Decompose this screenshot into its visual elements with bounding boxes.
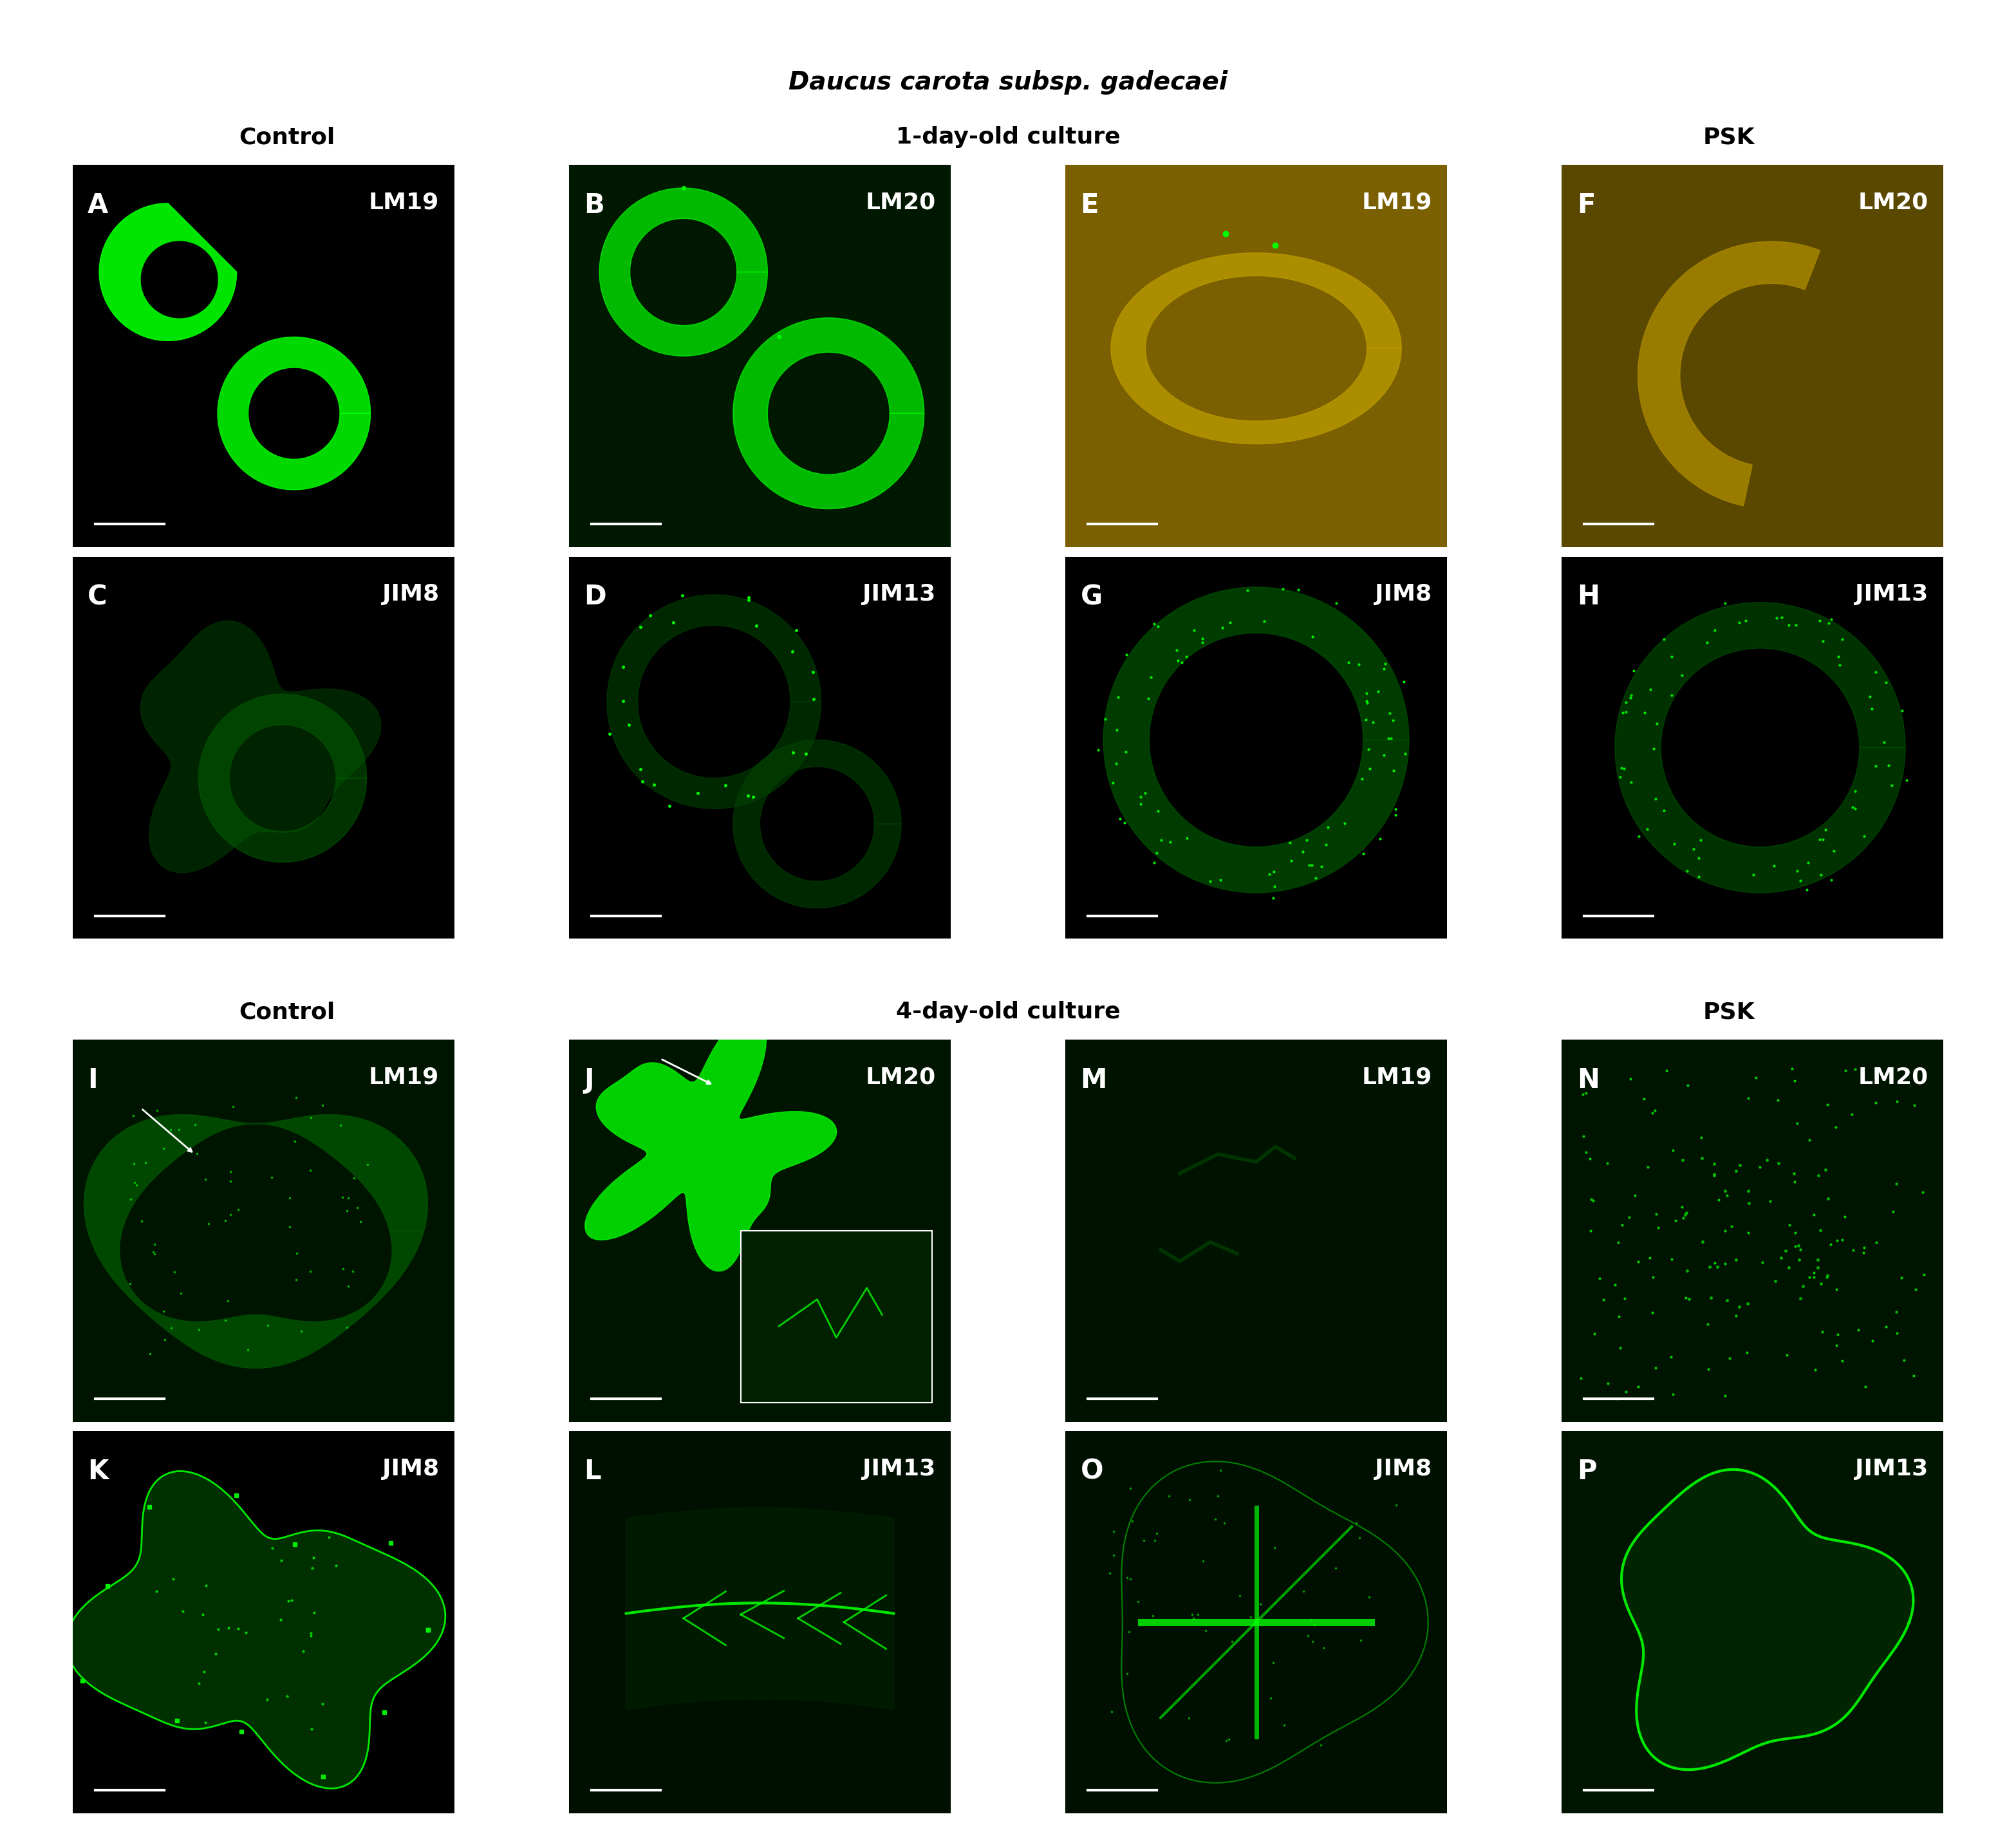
Polygon shape: [734, 318, 923, 508]
Text: M: M: [1081, 1066, 1107, 1094]
Polygon shape: [607, 595, 821, 808]
Text: Daucus carota subsp. gadecaei: Daucus carota subsp. gadecaei: [788, 70, 1228, 94]
Text: LM20: LM20: [865, 1066, 935, 1088]
Text: JIM13: JIM13: [863, 1458, 935, 1480]
Text: A: A: [89, 191, 109, 219]
Text: JIM13: JIM13: [863, 584, 935, 606]
Text: LM20: LM20: [865, 191, 935, 214]
Polygon shape: [1111, 252, 1401, 444]
Text: K: K: [89, 1458, 109, 1486]
Polygon shape: [1637, 241, 1820, 506]
Text: JIM8: JIM8: [1375, 1458, 1431, 1480]
Text: E: E: [1081, 191, 1099, 219]
Text: LM20: LM20: [1859, 191, 1927, 214]
Text: JIM13: JIM13: [1855, 1458, 1927, 1480]
Text: H: H: [1577, 584, 1599, 609]
Polygon shape: [1621, 1469, 1913, 1769]
Text: N: N: [1577, 1066, 1599, 1094]
Text: Control: Control: [238, 127, 335, 149]
Text: LM19: LM19: [369, 1066, 439, 1088]
Polygon shape: [85, 1114, 427, 1368]
Text: C: C: [89, 584, 107, 609]
Text: JIM13: JIM13: [1855, 584, 1927, 606]
Text: O: O: [1081, 1458, 1103, 1486]
Polygon shape: [198, 694, 367, 862]
Bar: [740, 1230, 931, 1403]
Text: JIM8: JIM8: [383, 584, 439, 606]
Text: Control: Control: [238, 1002, 335, 1024]
Text: D: D: [585, 584, 607, 609]
Text: 1-day-old culture: 1-day-old culture: [895, 127, 1121, 149]
Text: F: F: [1577, 191, 1595, 219]
Text: 4-day-old culture: 4-day-old culture: [895, 1002, 1121, 1024]
Text: JIM8: JIM8: [1375, 584, 1431, 606]
Text: B: B: [585, 191, 605, 219]
Text: L: L: [585, 1458, 601, 1486]
Text: LM19: LM19: [1361, 191, 1431, 214]
Polygon shape: [141, 241, 218, 318]
Polygon shape: [1103, 587, 1409, 893]
Text: PSK: PSK: [1704, 1002, 1756, 1024]
Polygon shape: [1615, 602, 1905, 893]
Polygon shape: [585, 1014, 837, 1272]
Text: LM20: LM20: [1859, 1066, 1927, 1088]
Polygon shape: [599, 188, 768, 355]
Text: LM19: LM19: [1361, 1066, 1431, 1088]
Text: I: I: [89, 1066, 97, 1094]
Polygon shape: [99, 203, 236, 341]
Polygon shape: [218, 337, 371, 490]
Text: P: P: [1577, 1458, 1597, 1486]
Polygon shape: [67, 1471, 446, 1788]
Text: J: J: [585, 1066, 595, 1094]
Polygon shape: [141, 620, 381, 873]
Text: G: G: [1081, 584, 1103, 609]
Polygon shape: [734, 740, 901, 908]
Text: LM19: LM19: [369, 191, 439, 214]
Text: PSK: PSK: [1704, 127, 1756, 149]
Text: JIM8: JIM8: [383, 1458, 439, 1480]
